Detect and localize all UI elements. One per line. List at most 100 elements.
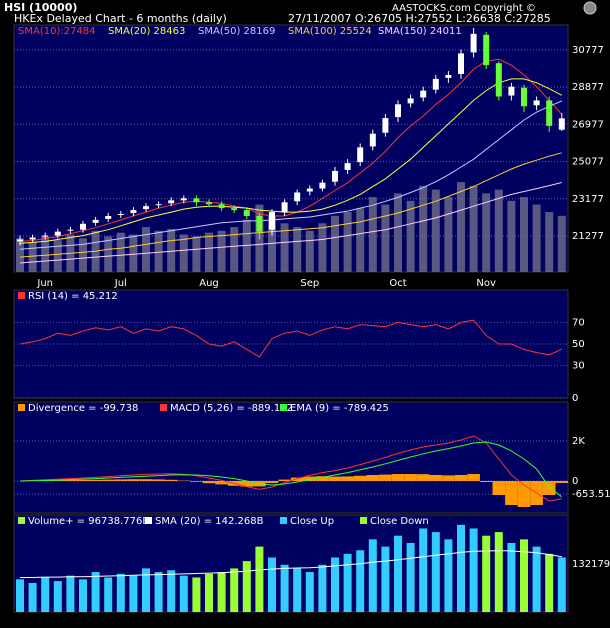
series-line [19, 319, 563, 358]
volume-overlay-bar [507, 200, 516, 272]
candle-body [105, 215, 112, 219]
bar [505, 481, 518, 505]
bar [280, 564, 289, 612]
candle-body [269, 212, 275, 230]
bar [192, 577, 201, 612]
legend-swatch [145, 517, 152, 524]
chart-title: HSI (10000) [4, 1, 77, 14]
volume-overlay-bar [305, 230, 314, 272]
legend-swatch [18, 292, 25, 299]
candle-body [180, 198, 187, 201]
candle-body [344, 163, 351, 170]
legend-swatch [18, 517, 25, 524]
bar [139, 479, 153, 481]
legend-swatch [360, 517, 367, 524]
bar [164, 479, 178, 481]
bar [542, 481, 556, 495]
bar [265, 481, 279, 483]
bar [230, 568, 239, 612]
bar [129, 575, 138, 612]
candle-body [231, 208, 238, 211]
bar [381, 546, 390, 612]
y-tick-label: 2K [572, 436, 585, 447]
bar [217, 572, 226, 612]
volume-overlay-bar [167, 228, 176, 272]
y-tick-label: 0 [572, 476, 578, 487]
bar [278, 479, 291, 481]
bar [89, 479, 102, 481]
zoom-icon[interactable] [583, 1, 597, 15]
candle-body [193, 198, 200, 203]
bar [215, 481, 228, 485]
bar [331, 557, 339, 612]
bar [454, 475, 468, 481]
bar [532, 546, 541, 612]
bar [467, 474, 480, 481]
volume-overlay-bar [343, 212, 352, 272]
sma-line [19, 152, 562, 258]
bar [142, 568, 150, 612]
y-tick-label: 50 [572, 339, 585, 350]
volume-overlay-bar [129, 234, 138, 272]
legend-label: EMA (9) = -789.425 [290, 403, 389, 414]
bar [545, 553, 554, 612]
volume-overlay-bar [116, 232, 125, 272]
bar [202, 481, 216, 484]
series-line [20, 550, 562, 578]
bar [356, 550, 365, 612]
bar [104, 577, 113, 612]
sma-line [19, 58, 563, 242]
volume-overlay-bar [557, 215, 566, 272]
bar [64, 480, 77, 481]
legend-label: Divergence = -99.738 [28, 403, 138, 414]
bar [66, 575, 75, 612]
bar [114, 479, 128, 481]
volume-overlay-bar [356, 208, 365, 272]
bar [190, 481, 203, 482]
sma-line [19, 182, 562, 264]
candle-body [357, 147, 364, 163]
series-line [19, 435, 562, 502]
candle-body [395, 104, 401, 118]
volume-overlay-bar [469, 185, 478, 272]
bar [557, 557, 566, 612]
volume-overlay-bar [482, 193, 491, 272]
volume-overlay-bar [406, 200, 415, 272]
candle-body [117, 214, 124, 216]
bar [429, 475, 443, 481]
y-tick-label: 23177 [572, 194, 604, 205]
candle-body [369, 133, 376, 147]
bar [152, 479, 165, 481]
bar [116, 573, 125, 612]
volume-overlay-bar [381, 204, 390, 272]
volume-overlay-bar [532, 204, 541, 272]
candle-body [294, 192, 301, 202]
volume-overlay-bar [419, 185, 428, 272]
legend-label: Close Down [370, 516, 429, 527]
bar [293, 568, 302, 612]
legend-swatch [160, 404, 167, 411]
volume-overlay-bar [142, 227, 150, 272]
y-tick-label: 132179. [572, 559, 610, 570]
sma-line [19, 100, 562, 250]
legend-label: MACD (5,26) = -889.162 [170, 403, 293, 414]
bar [16, 579, 24, 612]
bar [482, 535, 491, 612]
bar [205, 573, 213, 612]
volume-overlay-bar [331, 215, 339, 272]
sma-line [19, 78, 563, 244]
bar [442, 475, 455, 481]
candle-body [92, 219, 99, 223]
volume-overlay-bar [154, 230, 163, 272]
volume-overlay-bar [444, 197, 453, 272]
legend-swatch [280, 404, 287, 411]
y-tick-label: 26977 [572, 119, 604, 130]
candle-body [382, 118, 389, 133]
legend-label: SMA(150) 24011 [378, 26, 462, 37]
bar [494, 532, 503, 612]
volume-overlay-bar [431, 189, 440, 272]
x-tick-label: Aug [199, 278, 219, 289]
y-tick-label: 30 [572, 361, 585, 372]
candle-body [17, 239, 23, 242]
bar [318, 564, 327, 612]
